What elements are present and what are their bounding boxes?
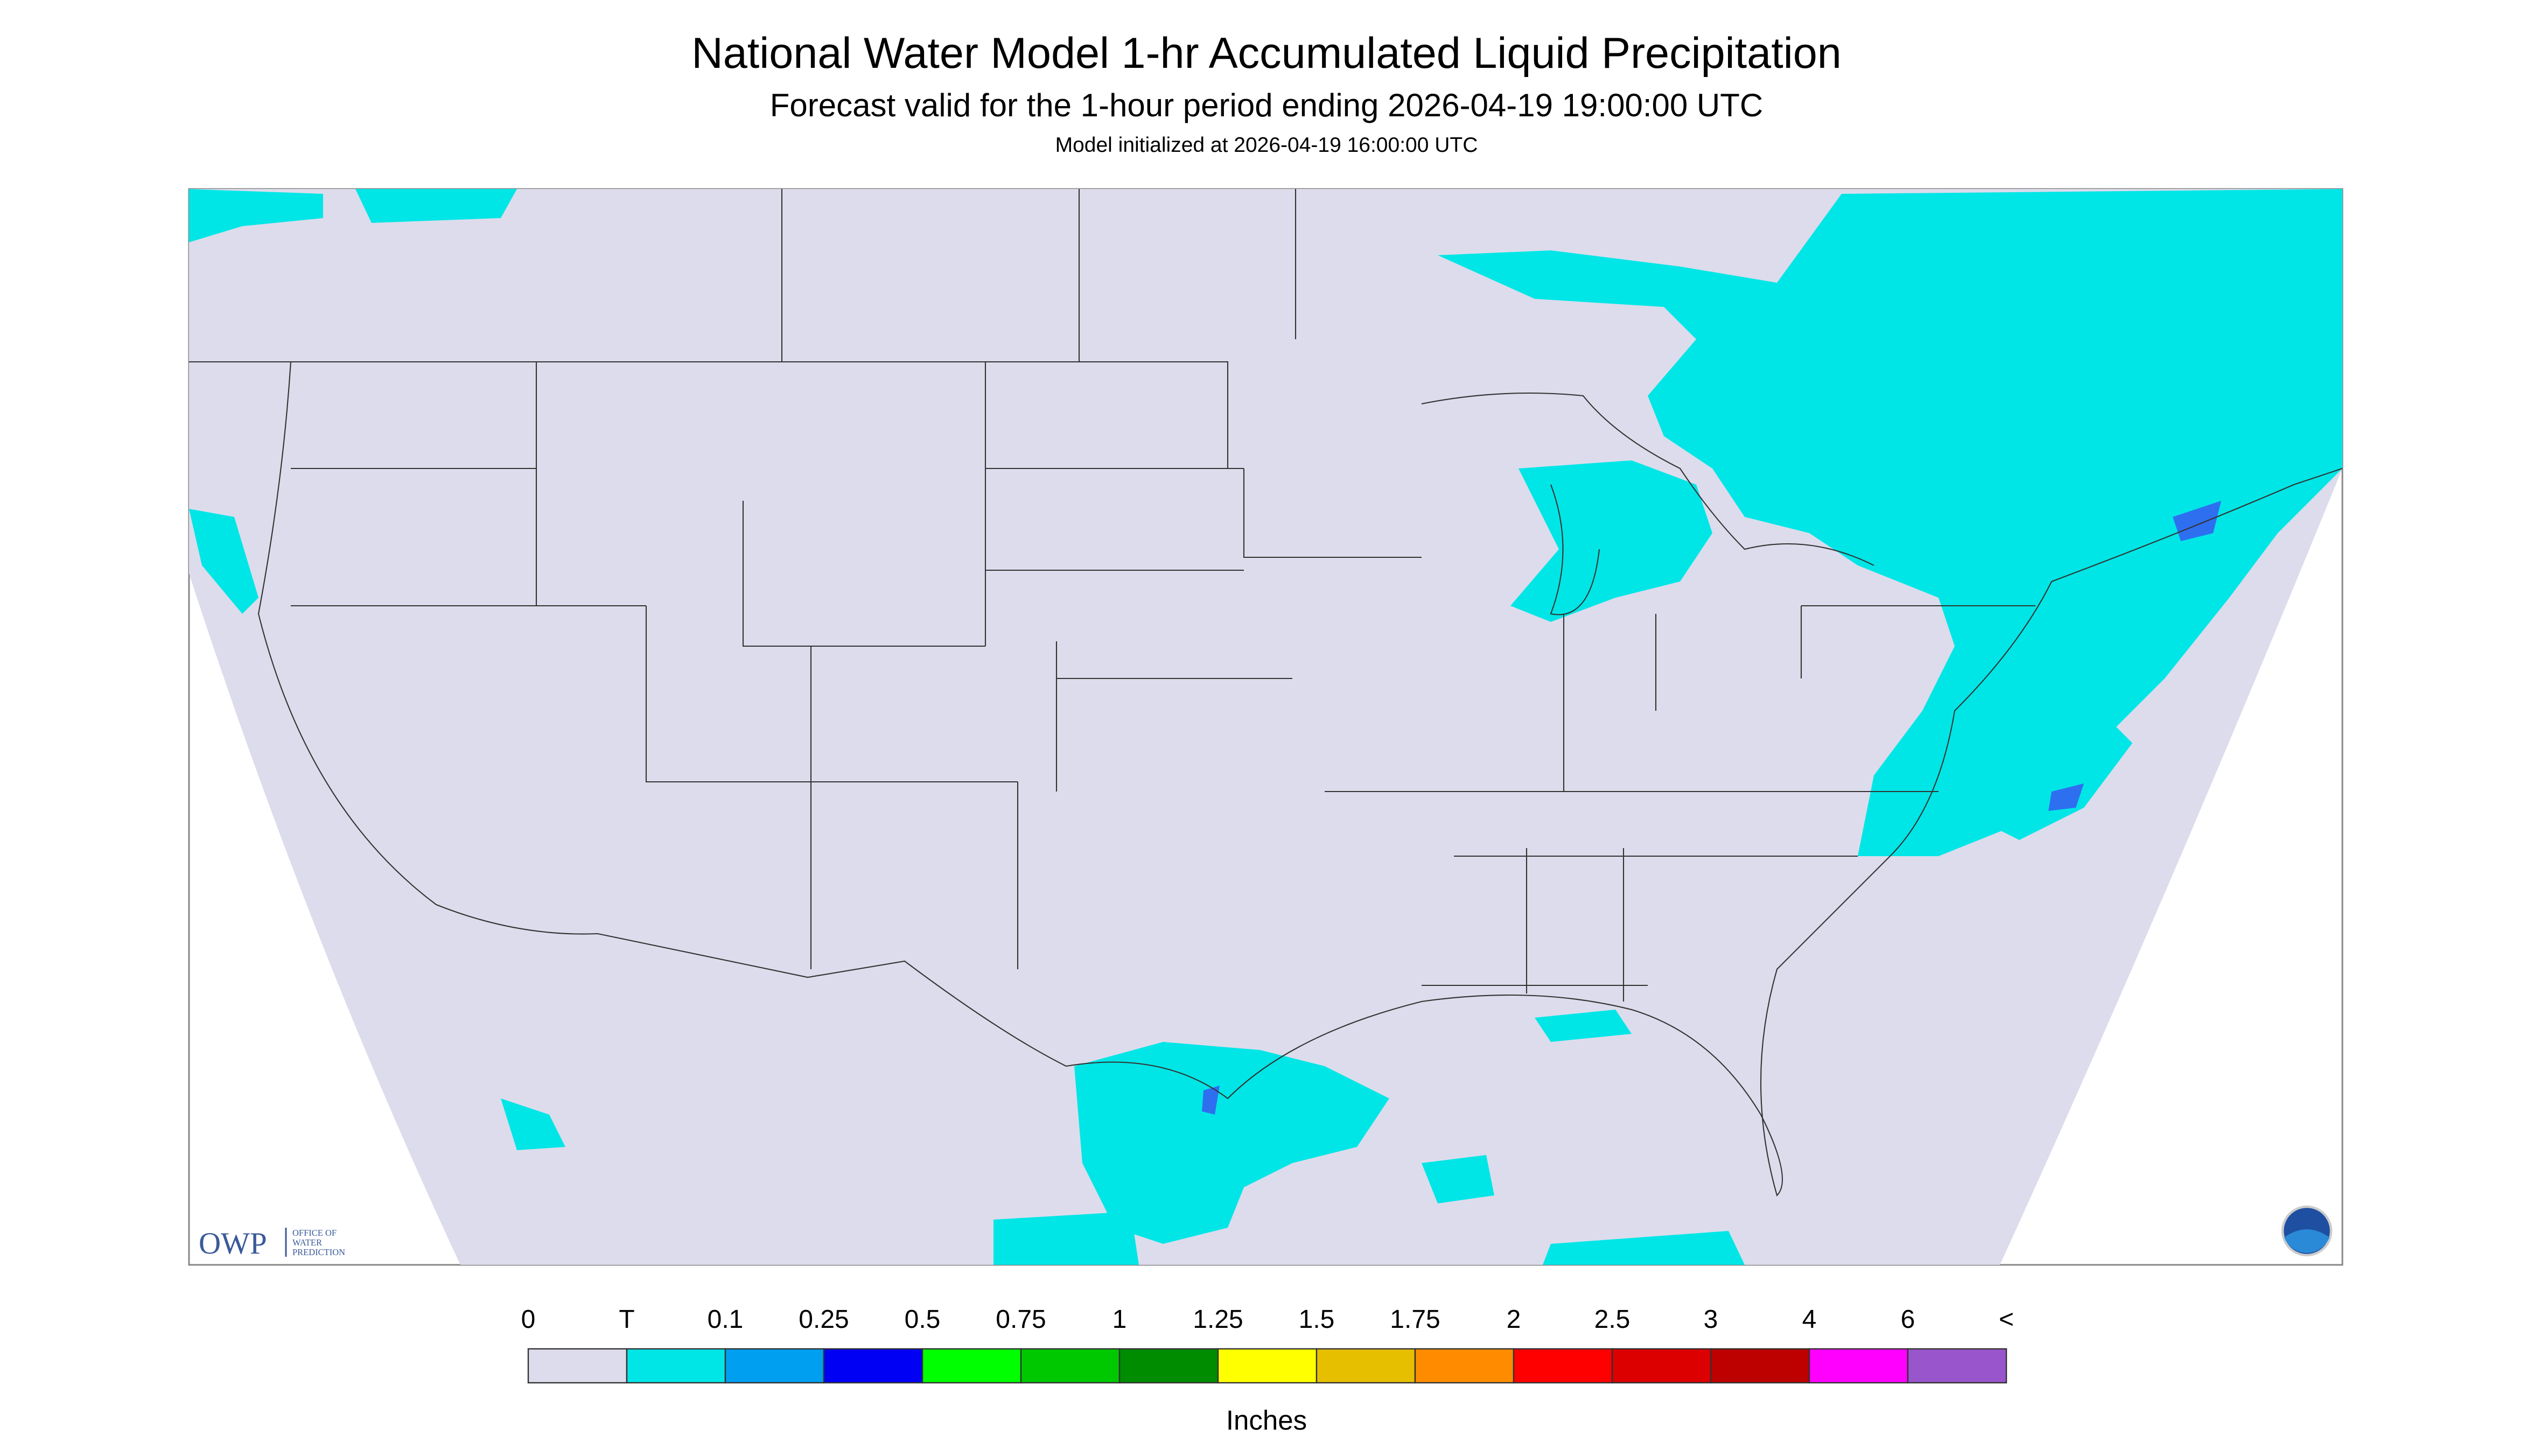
- legend-swatch: [1020, 1348, 1121, 1384]
- legend-label: 6: [1901, 1305, 1915, 1334]
- precip-great-lakes: [1510, 460, 1712, 622]
- legend: Inches 0 T 0.1 0.25 0.5 0.75 1 1.25 1.5 1.75 2 2.5 3…: [521, 1305, 2014, 1436]
- precip-gulf3: [1543, 1231, 1745, 1265]
- legend-label: <: [1999, 1305, 2014, 1334]
- legend-swatch: [527, 1348, 628, 1384]
- legend-label: T: [619, 1305, 634, 1334]
- legend-swatch: [1710, 1348, 1810, 1384]
- logo-text: OWP: [199, 1227, 267, 1261]
- precip-baja: [501, 1098, 565, 1151]
- precip-gulf2: [1422, 1155, 1494, 1204]
- logo-subtext: PREDICTION: [292, 1247, 345, 1257]
- legend-label: 0.25: [799, 1305, 849, 1334]
- legend-swatch: [724, 1348, 825, 1384]
- precip-heavier: [1202, 501, 2221, 1115]
- precip-blue-2: [2048, 783, 2084, 811]
- logo-subtext: WATER: [292, 1237, 322, 1248]
- precip-areas: [189, 189, 2342, 1265]
- legend-swatch: [1118, 1348, 1219, 1384]
- legend-label: 1.25: [1193, 1305, 1243, 1334]
- precip-nw: [189, 189, 323, 243]
- legend-label: 3: [1704, 1305, 1718, 1334]
- precip-gulf: [1074, 1042, 1389, 1244]
- legend-label: 0.5: [905, 1305, 941, 1334]
- legend-label: 2.5: [1594, 1305, 1631, 1334]
- legend-swatch: [1513, 1348, 1613, 1384]
- legend-label: 1.75: [1390, 1305, 1440, 1334]
- precip-blue-1: [2173, 501, 2221, 542]
- init-time: Model initialized at 2026-04-19 16:00:00…: [1055, 134, 1478, 157]
- legend-swatch: [1611, 1348, 1712, 1384]
- legend-swatch: [823, 1348, 923, 1384]
- map-panel: [188, 188, 2343, 1266]
- noaa-wave: [2284, 1229, 2329, 1253]
- legend-swatch: [1217, 1348, 1318, 1384]
- legend-label: 0.1: [708, 1305, 744, 1334]
- legend-swatch: [1907, 1348, 2007, 1384]
- legend-unit: Inches: [1226, 1405, 1307, 1436]
- legend-label: 4: [1802, 1305, 1817, 1334]
- legend-swatch: [1808, 1348, 1909, 1384]
- legend-swatch: [626, 1348, 726, 1384]
- logo-subtext: OFFICE OF: [292, 1228, 337, 1238]
- legend-label: 0: [521, 1305, 536, 1334]
- legend-label: 1.5: [1299, 1305, 1335, 1334]
- precip-atlantic: [1987, 711, 2132, 841]
- legend-swatch: [1414, 1348, 1515, 1384]
- title: National Water Model 1-hr Accumulated Li…: [691, 29, 1842, 78]
- precip-nw2: [355, 189, 517, 223]
- precip-mexico: [993, 1212, 1139, 1265]
- precip-pacific: [189, 509, 258, 614]
- legend-label: 1: [1112, 1305, 1127, 1334]
- boundaries: [189, 189, 2343, 1197]
- legend-label: 0.75: [996, 1305, 1046, 1334]
- noaa-logo: [2281, 1205, 2333, 1257]
- precip-blue-3: [1202, 1086, 1220, 1115]
- legend-swatch: [921, 1348, 1022, 1384]
- precip-northeast: [1438, 189, 2342, 857]
- subtitle: Forecast valid for the 1-hour period end…: [770, 87, 1763, 123]
- legend-swatch: [1316, 1348, 1416, 1384]
- precip-gulf4: [1535, 1010, 1632, 1042]
- owp-logo: OWP OFFICE OF WATER PREDICTION: [199, 1227, 345, 1261]
- legend-label: 2: [1507, 1305, 1521, 1334]
